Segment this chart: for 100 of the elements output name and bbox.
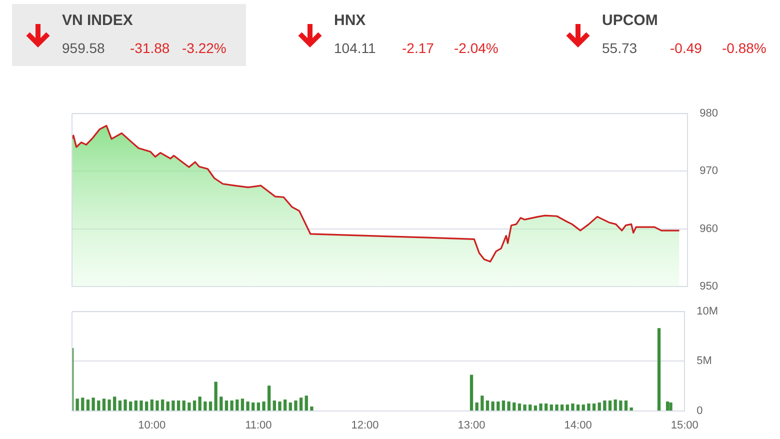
bar <box>288 402 292 411</box>
bar <box>592 404 596 411</box>
bar <box>587 404 590 411</box>
bar <box>475 402 478 411</box>
bar <box>608 400 612 411</box>
bar <box>129 402 132 411</box>
bar <box>598 402 601 411</box>
bar <box>236 400 239 411</box>
bar <box>256 402 260 411</box>
bar <box>550 404 554 411</box>
x-tick-label: 10:00 <box>138 419 166 432</box>
bar <box>160 400 164 411</box>
bar <box>172 400 175 411</box>
bar <box>534 406 538 411</box>
bar <box>145 402 148 411</box>
bar <box>502 400 506 411</box>
bar <box>619 400 622 411</box>
bar <box>176 400 180 411</box>
bar <box>198 396 202 411</box>
bar <box>278 402 282 411</box>
bar <box>220 396 223 411</box>
bar <box>113 396 116 411</box>
bar <box>582 404 585 411</box>
bar <box>208 402 212 411</box>
bar <box>666 402 670 411</box>
bar <box>486 400 490 411</box>
bar <box>614 400 617 411</box>
x-tick-label: 12:00 <box>351 419 379 432</box>
bar <box>310 406 314 411</box>
bar <box>480 396 484 411</box>
bar <box>507 402 510 411</box>
bar <box>246 402 250 411</box>
bar <box>240 398 244 411</box>
bar <box>544 404 548 411</box>
bar <box>560 404 564 411</box>
bar <box>214 382 218 411</box>
bar <box>81 398 84 411</box>
bar <box>156 400 159 411</box>
y-tick-label: 5M <box>696 355 712 368</box>
y-tick-label: 950 <box>700 280 718 292</box>
bar <box>192 400 196 411</box>
bar <box>188 402 191 411</box>
bar <box>182 400 186 411</box>
bar <box>134 400 138 411</box>
bar <box>571 404 574 411</box>
bar <box>76 398 79 411</box>
bar <box>555 404 558 411</box>
bar <box>204 402 207 411</box>
y-tick-label: 0 <box>696 404 703 417</box>
x-tick-label: 13:00 <box>458 419 486 432</box>
text: -3.22% <box>182 40 226 56</box>
text: 959.58 <box>62 40 105 56</box>
bar <box>97 400 100 411</box>
category-label: HNX <box>334 12 366 29</box>
bar <box>118 400 122 411</box>
bar <box>669 402 672 411</box>
bar <box>518 404 522 411</box>
bar <box>262 402 266 411</box>
bar <box>299 398 303 411</box>
y-tick-label: 970 <box>700 165 718 178</box>
bar <box>528 404 532 411</box>
bar <box>150 400 154 411</box>
bar <box>512 402 516 411</box>
bar <box>566 404 569 411</box>
bar <box>230 400 234 411</box>
bar <box>523 404 526 411</box>
bar <box>92 398 95 411</box>
bar <box>603 400 606 411</box>
bar <box>576 404 580 411</box>
text: 104.11 <box>334 40 376 56</box>
category-label: UPCOM <box>602 12 658 29</box>
bar <box>124 400 127 411</box>
bar <box>496 402 500 411</box>
text: -2.17 <box>402 40 434 56</box>
bar <box>224 400 228 411</box>
bar <box>657 328 661 411</box>
text: 55.73 <box>602 40 638 56</box>
text: -0.49 <box>670 40 702 56</box>
bar <box>268 386 271 411</box>
bar <box>304 396 308 411</box>
text: -2.04% <box>454 40 498 56</box>
text: -0.88% <box>722 40 766 56</box>
bar <box>272 400 276 411</box>
bar <box>140 400 143 411</box>
bar <box>108 400 111 411</box>
category-label: VN INDEX <box>62 12 133 29</box>
y-tick-label: 980 <box>700 108 718 120</box>
bar <box>102 398 106 411</box>
bar <box>86 400 90 411</box>
bar <box>539 404 542 411</box>
bar <box>166 402 170 411</box>
y-tick-label: 10M <box>696 306 718 318</box>
x-tick-label: 14:00 <box>564 419 592 432</box>
x-tick-label: 11:00 <box>245 419 272 432</box>
text: -31.88 <box>130 40 170 56</box>
bar <box>294 400 298 411</box>
bar <box>284 400 287 411</box>
bar <box>252 402 255 411</box>
bar <box>624 400 628 411</box>
y-tick-label: 960 <box>700 222 718 235</box>
